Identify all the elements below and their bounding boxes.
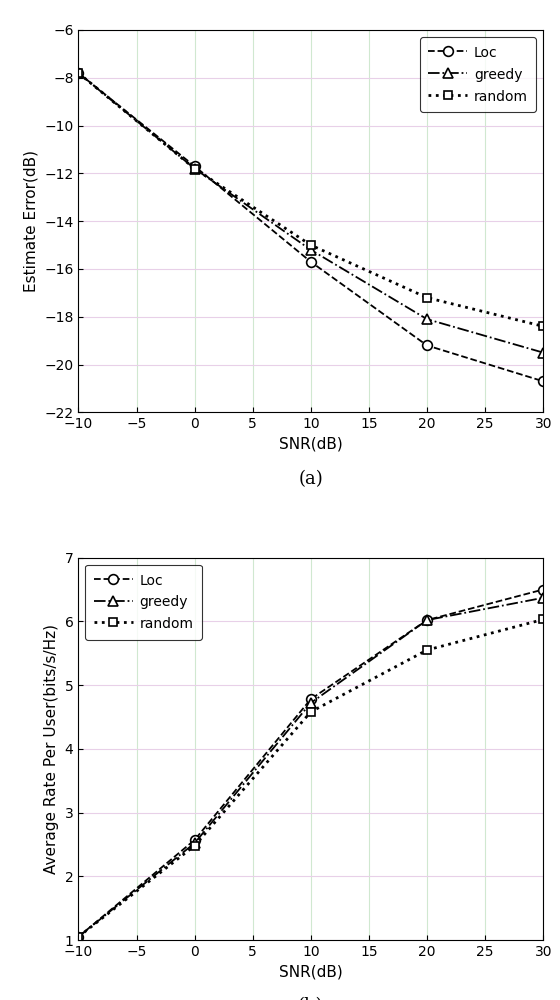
greedy bbox=[307, 697, 314, 709]
random bbox=[75, 931, 82, 943]
Loc bbox=[75, 931, 82, 943]
Loc bbox=[540, 375, 547, 387]
greedy bbox=[423, 614, 430, 626]
random bbox=[307, 706, 314, 718]
Loc bbox=[423, 339, 430, 351]
Y-axis label: Estimate Error(dB): Estimate Error(dB) bbox=[24, 150, 39, 292]
Line: random: random bbox=[74, 69, 547, 330]
greedy bbox=[307, 244, 314, 256]
Loc bbox=[540, 584, 547, 596]
Text: (a): (a) bbox=[298, 470, 323, 488]
greedy bbox=[75, 67, 82, 79]
Line: greedy: greedy bbox=[73, 68, 548, 357]
random bbox=[191, 163, 198, 175]
Line: Loc: Loc bbox=[73, 68, 548, 386]
greedy bbox=[75, 931, 82, 943]
greedy bbox=[540, 592, 547, 604]
Line: Loc: Loc bbox=[73, 585, 548, 942]
random bbox=[423, 292, 430, 304]
Line: greedy: greedy bbox=[73, 593, 548, 942]
greedy bbox=[423, 313, 430, 325]
greedy bbox=[191, 837, 198, 849]
random bbox=[423, 644, 430, 656]
random bbox=[75, 67, 82, 79]
Loc bbox=[307, 256, 314, 268]
X-axis label: SNR(dB): SNR(dB) bbox=[279, 964, 343, 979]
X-axis label: SNR(dB): SNR(dB) bbox=[279, 437, 343, 452]
Legend: Loc, greedy, random: Loc, greedy, random bbox=[420, 37, 536, 112]
Line: random: random bbox=[74, 615, 547, 941]
Loc bbox=[423, 614, 430, 626]
random bbox=[191, 840, 198, 852]
Text: (b): (b) bbox=[298, 997, 324, 1000]
Legend: Loc, greedy, random: Loc, greedy, random bbox=[85, 565, 202, 640]
Loc bbox=[307, 693, 314, 705]
random bbox=[540, 320, 547, 332]
greedy bbox=[540, 347, 547, 359]
Loc bbox=[191, 160, 198, 172]
Loc bbox=[75, 67, 82, 79]
Y-axis label: Average Rate Per User(bits/s/Hz): Average Rate Per User(bits/s/Hz) bbox=[44, 624, 59, 874]
random bbox=[540, 613, 547, 625]
Loc bbox=[191, 834, 198, 846]
greedy bbox=[191, 163, 198, 175]
random bbox=[307, 239, 314, 251]
